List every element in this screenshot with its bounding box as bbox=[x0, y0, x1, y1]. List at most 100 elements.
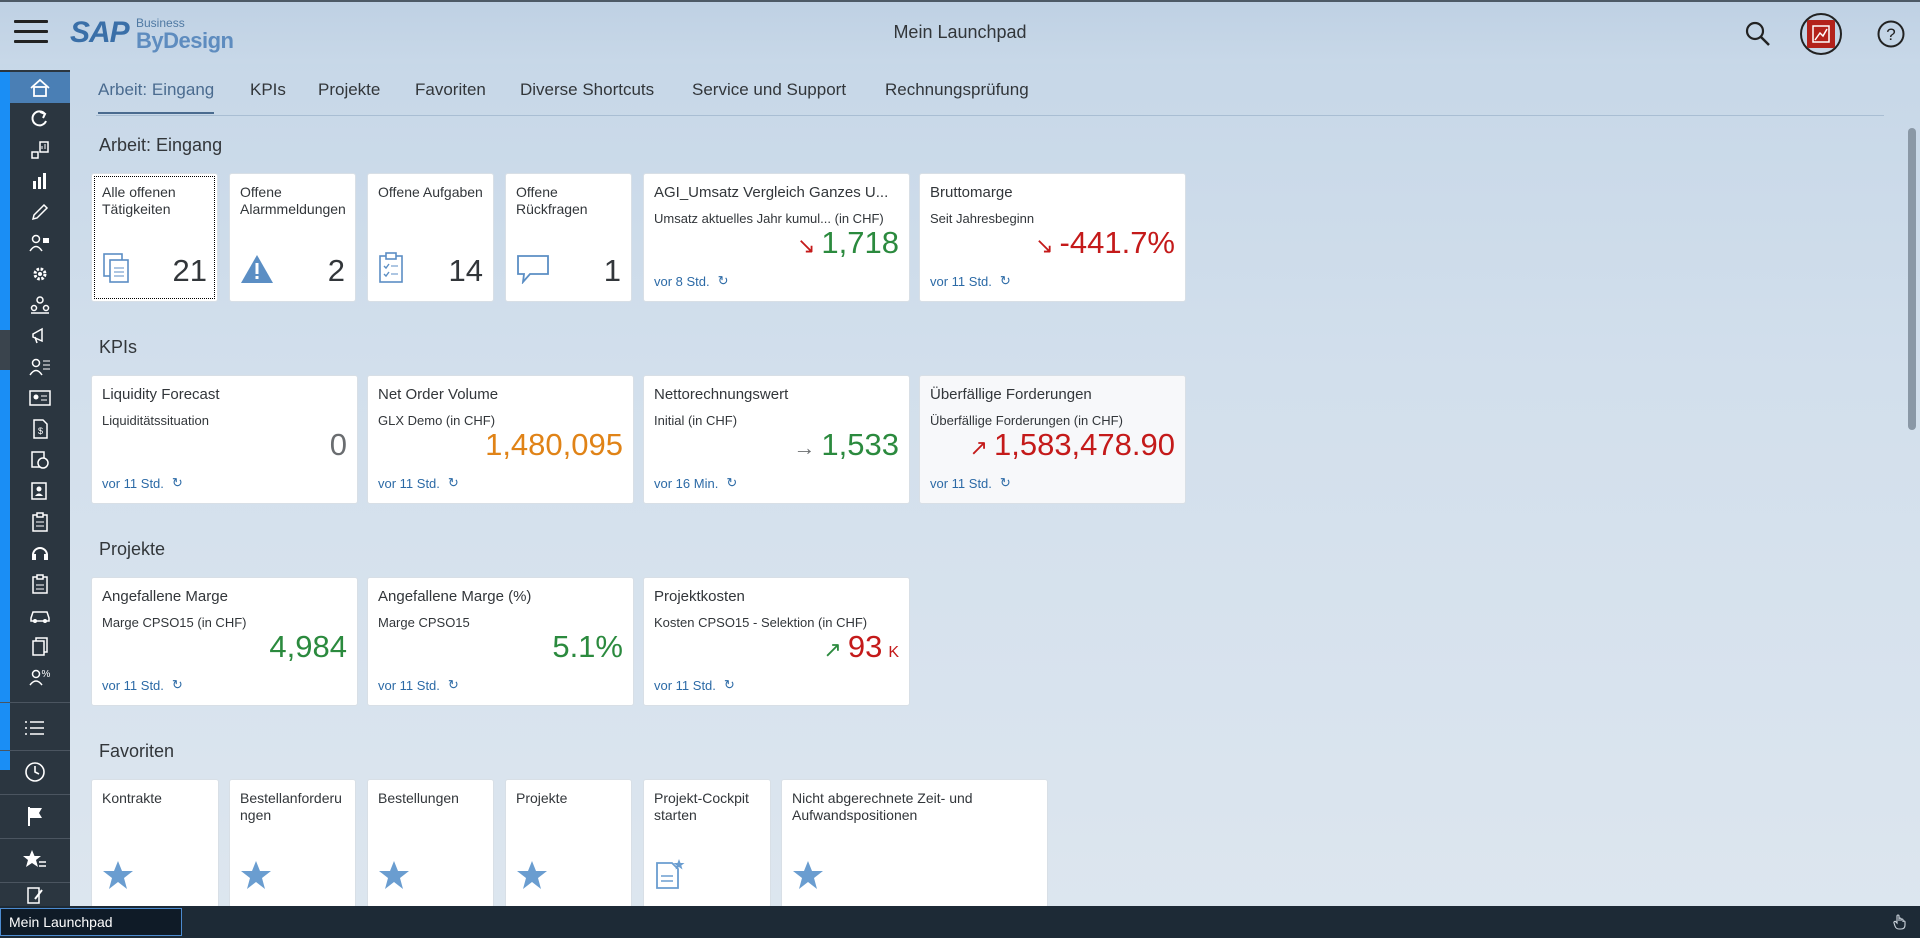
tile-footer: vor 11 Std. ↻ bbox=[930, 273, 1011, 289]
menu-icon[interactable] bbox=[14, 20, 48, 48]
nav-settings-icon[interactable] bbox=[10, 258, 70, 289]
kpi-number: 0 bbox=[329, 427, 347, 462]
tab-rechnungspruefung[interactable]: Rechnungsprüfung bbox=[885, 80, 1029, 99]
task-list-icon bbox=[378, 252, 404, 289]
nav-analytics-icon[interactable] bbox=[10, 134, 70, 165]
tile-nettorechnungswert[interactable]: Nettorechnungswert Initial (in CHF) → 1,… bbox=[643, 375, 910, 504]
tile-kpi-value: ↘ 1,718 bbox=[797, 225, 899, 261]
tile-footer: vor 8 Std. ↻ bbox=[654, 273, 729, 289]
nav-user-list-icon[interactable] bbox=[10, 351, 70, 382]
nav-checklist-icon[interactable] bbox=[10, 568, 70, 599]
trend-down-icon: ↘ bbox=[1035, 233, 1054, 258]
section-title-arbeit: Arbeit: Eingang bbox=[99, 135, 223, 155]
tile-offene-aufgaben[interactable]: Offene Aufgaben 14 bbox=[367, 173, 494, 302]
tile-bestellanforderungen[interactable]: Bestellanforderungen bbox=[229, 779, 356, 908]
tile-net-order-volume[interactable]: Net Order Volume GLX Demo (in CHF) 1,480… bbox=[367, 375, 634, 504]
last-updated: vor 11 Std. bbox=[378, 677, 440, 693]
nav-user-percent-icon[interactable]: % bbox=[10, 661, 70, 692]
tab-arbeit-eingang[interactable]: Arbeit: Eingang bbox=[98, 80, 215, 114]
refresh-icon[interactable]: ↻ bbox=[999, 475, 1011, 490]
tile-count: 1 bbox=[603, 253, 621, 288]
nav-globe-doc-icon[interactable] bbox=[10, 444, 70, 475]
nav-favorites-list-icon[interactable] bbox=[0, 842, 70, 878]
tab-diverse-shortcuts[interactable]: Diverse Shortcuts bbox=[520, 80, 655, 99]
tile-ueberfaellige-forderungen[interactable]: Überfällige Forderungen Überfällige Ford… bbox=[919, 375, 1186, 504]
refresh-icon[interactable]: ↻ bbox=[999, 273, 1011, 288]
search-icon[interactable] bbox=[1740, 16, 1776, 52]
tile-kpi-value: 0 bbox=[330, 427, 347, 463]
nav-org-icon[interactable] bbox=[10, 289, 70, 320]
nav-clock-icon[interactable] bbox=[0, 754, 70, 790]
trend-up-icon: ↗ bbox=[823, 637, 842, 662]
hand-pointer-icon[interactable] bbox=[1892, 914, 1908, 935]
nav-bar-chart-icon[interactable] bbox=[10, 165, 70, 196]
nav-user-lock-icon[interactable] bbox=[10, 227, 70, 258]
refresh-icon[interactable]: ↻ bbox=[726, 475, 738, 490]
nav-clipboard-icon[interactable] bbox=[10, 506, 70, 537]
tile-footer: vor 11 Std. ↻ bbox=[378, 677, 459, 693]
tile-nicht-abgerechnete-positionen[interactable]: Nicht abgerechnete Zeit- und Aufwandspos… bbox=[781, 779, 1048, 908]
nav-flag-icon[interactable] bbox=[0, 798, 70, 834]
tile-projekte-favorit[interactable]: Projekte bbox=[505, 779, 632, 908]
kpi-number: 1,533 bbox=[821, 427, 899, 462]
tile-agi-umsatz[interactable]: AGI_Umsatz Vergleich Ganzes U... Umsatz … bbox=[643, 173, 910, 302]
nav-pencil-doc-icon[interactable] bbox=[0, 884, 70, 906]
tile-subtitle: Initial (in CHF) bbox=[654, 413, 738, 428]
tile-title: Bruttomarge bbox=[930, 184, 1013, 201]
tile-title: Offene Alarmmeldungen bbox=[240, 184, 346, 217]
star-icon bbox=[516, 860, 548, 895]
user-avatar-icon[interactable] bbox=[1800, 13, 1842, 55]
nav-documents-icon[interactable] bbox=[10, 630, 70, 661]
nav-accent-bar-lower bbox=[0, 370, 10, 770]
tile-kontrakte[interactable]: Kontrakte bbox=[91, 779, 219, 908]
svg-text:$: $ bbox=[38, 426, 43, 436]
tab-favoriten[interactable]: Favoriten bbox=[415, 80, 486, 99]
tile-bestellungen[interactable]: Bestellungen bbox=[367, 779, 494, 908]
tab-projekte[interactable]: Projekte bbox=[318, 80, 381, 99]
tile-title: Angefallene Marge bbox=[102, 588, 228, 605]
kpi-number: 1,480,095 bbox=[485, 427, 623, 462]
left-navigation: $ % bbox=[0, 70, 70, 906]
vertical-scrollbar[interactable] bbox=[1908, 128, 1916, 430]
tile-bruttomarge[interactable]: Bruttomarge Seit Jahresbeginn ↘ -441.7% … bbox=[919, 173, 1186, 302]
refresh-icon[interactable]: ↻ bbox=[717, 273, 729, 288]
nav-headset-icon[interactable] bbox=[10, 537, 70, 568]
nav-home-icon[interactable] bbox=[10, 72, 70, 103]
nav-car-icon[interactable] bbox=[10, 599, 70, 630]
nav-user-doc-icon[interactable] bbox=[10, 475, 70, 506]
tile-angefallene-marge[interactable]: Angefallene Marge Marge CPSO15 (in CHF) … bbox=[91, 577, 358, 706]
tile-title: Projekt-Cockpit starten bbox=[654, 790, 749, 823]
tile-offene-alarmmeldungen[interactable]: Offene Alarmmeldungen 2 bbox=[229, 173, 356, 302]
bottom-tab-mein-launchpad[interactable]: Mein Launchpad bbox=[0, 908, 182, 936]
nav-document-money-icon[interactable]: $ bbox=[10, 413, 70, 444]
tile-offene-rueckfragen[interactable]: Offene Rückfragen 1 bbox=[505, 173, 632, 302]
help-icon[interactable]: ? bbox=[1873, 16, 1909, 52]
tile-projekt-cockpit[interactable]: Projekt-Cockpit starten bbox=[643, 779, 771, 908]
refresh-icon[interactable]: ↻ bbox=[171, 475, 183, 490]
tab-service-und-support[interactable]: Service und Support bbox=[692, 80, 847, 99]
tabs-separator bbox=[96, 115, 1884, 116]
nav-accent-gap bbox=[0, 330, 10, 370]
kpi-number: 5.1% bbox=[552, 629, 623, 664]
star-icon bbox=[792, 860, 824, 895]
nav-edit-icon[interactable] bbox=[10, 196, 70, 227]
section-title-projekte: Projekte bbox=[99, 539, 166, 559]
kpi-number: -441.7% bbox=[1059, 225, 1175, 260]
tile-projektkosten[interactable]: Projektkosten Kosten CPSO15 - Selektion … bbox=[643, 577, 910, 706]
tile-angefallene-marge-prozent[interactable]: Angefallene Marge (%) Marge CPSO15 5.1% … bbox=[367, 577, 634, 706]
refresh-icon[interactable]: ↻ bbox=[171, 677, 183, 692]
refresh-icon[interactable]: ↻ bbox=[723, 677, 735, 692]
nav-megaphone-icon[interactable] bbox=[10, 320, 70, 351]
nav-id-card-icon[interactable] bbox=[10, 382, 70, 413]
nav-list-icon[interactable] bbox=[0, 710, 70, 746]
tile-liquidity-forecast[interactable]: Liquidity Forecast Liquiditätssituation … bbox=[91, 375, 358, 504]
nav-refresh-icon[interactable] bbox=[10, 103, 70, 134]
tile-title: Offene Rückfragen bbox=[516, 184, 588, 217]
refresh-icon[interactable]: ↻ bbox=[447, 677, 459, 692]
refresh-icon[interactable]: ↻ bbox=[447, 475, 459, 490]
document-star-icon bbox=[654, 858, 686, 895]
tab-kpis[interactable]: KPIs bbox=[250, 80, 286, 99]
tile-kpi-value: 4,984 bbox=[269, 629, 347, 665]
tile-alle-offenen-taetigkeiten[interactable]: Alle offenen Tätigkeiten 21 bbox=[91, 173, 218, 302]
speech-bubble-icon bbox=[516, 254, 550, 289]
